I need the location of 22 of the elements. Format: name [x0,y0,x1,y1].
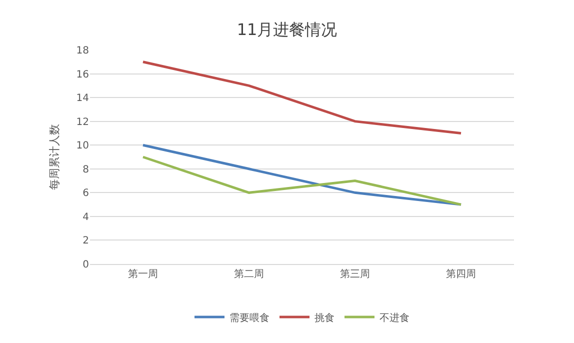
y-tick-label: 6 [82,188,89,200]
x-tick-label: 第三周 [340,268,370,280]
y-tick-label: 14 [76,93,89,104]
y-tick-label: 8 [82,164,89,176]
legend-label: 不进食 [380,312,410,324]
line-series [142,144,462,206]
legend-label: 挑食 [314,312,334,324]
y-tick-label: 0 [82,260,89,270]
y-tick-label: 4 [82,212,89,223]
chart-title: 11月进餐情况 [236,20,338,40]
legend-label: 需要喂食 [230,312,270,324]
line-series [142,156,462,206]
y-axis-title: 每周累计人数 [48,124,61,190]
x-tick-label: 第一周 [128,268,158,280]
y-tick-label: 2 [82,236,89,247]
line-series [142,60,462,134]
y-tick-label: 12 [76,116,89,128]
y-tick-label: 16 [76,69,89,80]
x-tick-label: 第四周 [446,268,476,280]
y-tick-label: 10 [76,140,89,152]
y-tick-label: 18 [76,46,89,56]
x-tick-label: 第二周 [234,268,264,280]
